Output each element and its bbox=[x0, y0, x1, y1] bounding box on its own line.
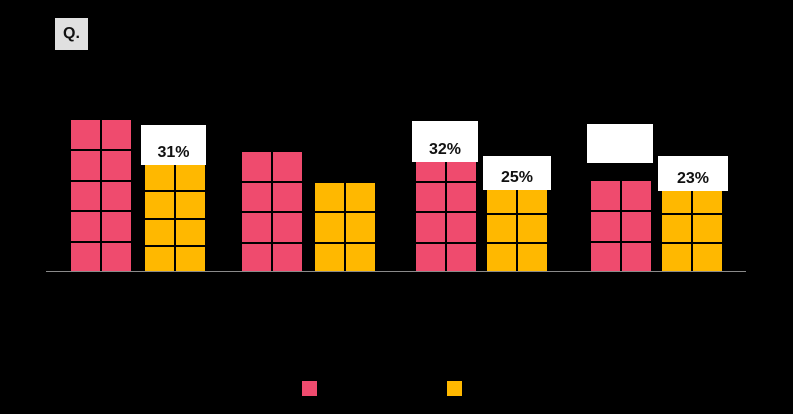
waffle-block bbox=[487, 214, 516, 243]
question-badge: Q. bbox=[55, 18, 88, 50]
data-label: 25% bbox=[483, 156, 551, 190]
waffle-block bbox=[622, 243, 651, 272]
waffle-block bbox=[693, 244, 722, 272]
waffle-block bbox=[145, 165, 174, 191]
waffle-block bbox=[71, 150, 100, 180]
waffle-block bbox=[176, 246, 205, 272]
waffle-block bbox=[102, 212, 131, 242]
waffle-block bbox=[242, 182, 271, 211]
data-label: 23% bbox=[658, 156, 728, 191]
waffle-block bbox=[346, 183, 375, 212]
waffle-block bbox=[315, 213, 344, 242]
waffle-block bbox=[145, 246, 174, 272]
bar-g3-b bbox=[487, 185, 547, 272]
bar-g2-a bbox=[242, 152, 302, 272]
waffle-block bbox=[346, 243, 375, 272]
waffle-block bbox=[662, 214, 691, 243]
waffle-block bbox=[145, 192, 174, 218]
waffle-block bbox=[518, 214, 547, 243]
waffle-block bbox=[176, 219, 205, 245]
waffle-block bbox=[273, 213, 302, 242]
waffle-block bbox=[693, 214, 722, 243]
data-label: 31% bbox=[141, 125, 206, 165]
waffle-block bbox=[622, 181, 651, 210]
waffle-block bbox=[273, 152, 302, 181]
waffle-block bbox=[242, 243, 271, 272]
waffle-block bbox=[518, 244, 547, 272]
waffle-block bbox=[591, 212, 620, 241]
waffle-block bbox=[71, 181, 100, 211]
waffle-block bbox=[102, 150, 131, 180]
bar-g1-b bbox=[145, 165, 205, 272]
waffle-block bbox=[102, 243, 131, 272]
waffle-block bbox=[273, 243, 302, 272]
legend-swatch-1 bbox=[302, 381, 317, 396]
bar-g2-b bbox=[315, 183, 375, 272]
waffle-block bbox=[176, 192, 205, 218]
waffle-block bbox=[622, 212, 651, 241]
waffle-block bbox=[71, 243, 100, 272]
bar-g4-a bbox=[591, 181, 651, 272]
waffle-block bbox=[242, 152, 271, 181]
waffle-block bbox=[447, 182, 476, 211]
waffle-block bbox=[176, 165, 205, 191]
waffle-block bbox=[102, 120, 131, 149]
waffle-block bbox=[273, 182, 302, 211]
waffle-block bbox=[346, 213, 375, 242]
waffle-block bbox=[71, 120, 100, 149]
waffle-block bbox=[591, 181, 620, 210]
waffle-block bbox=[145, 219, 174, 245]
waffle-block bbox=[416, 213, 445, 242]
waffle-block bbox=[591, 243, 620, 272]
waffle-block bbox=[315, 243, 344, 272]
waffle-block bbox=[416, 243, 445, 272]
waffle-block bbox=[416, 182, 445, 211]
waffle-block bbox=[447, 243, 476, 272]
waffle-block bbox=[242, 213, 271, 242]
waffle-block bbox=[662, 244, 691, 272]
bar-g1-a bbox=[71, 120, 131, 272]
bar-g3-a bbox=[416, 152, 476, 272]
x-axis-baseline bbox=[46, 271, 746, 272]
waffle-block bbox=[102, 181, 131, 211]
waffle-block bbox=[447, 213, 476, 242]
data-label bbox=[587, 124, 653, 163]
waffle-block bbox=[71, 212, 100, 242]
waffle-block bbox=[315, 183, 344, 212]
data-label: 32% bbox=[412, 121, 478, 162]
legend-swatch-2 bbox=[447, 381, 462, 396]
waffle-block bbox=[487, 244, 516, 272]
bar-g4-b bbox=[662, 185, 722, 272]
